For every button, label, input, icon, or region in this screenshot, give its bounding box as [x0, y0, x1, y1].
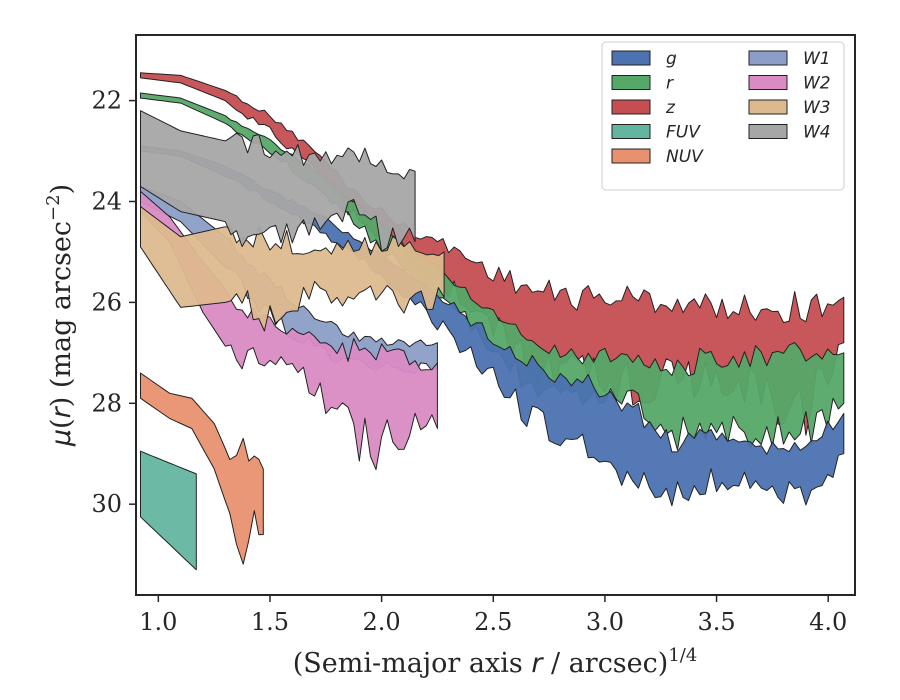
band-fuv	[140, 450, 197, 571]
plot-frame	[135, 34, 856, 596]
y-tick-label: 26	[91, 288, 122, 316]
legend-label-w3: W3	[803, 98, 831, 118]
legend-swatch-w1	[748, 50, 788, 66]
legend-label-w1: W1	[803, 49, 831, 69]
x-tick-label: 4.0	[809, 608, 847, 636]
band-w4	[140, 110, 416, 252]
x-tick-label: 2.5	[474, 608, 512, 636]
legend-label-w2: W2	[803, 74, 831, 94]
series-layer	[140, 72, 845, 571]
legend-swatch-z	[611, 99, 651, 115]
y-tick-label: 28	[91, 389, 122, 417]
legend: grz FUV NUV W1 W2 W3 W4	[601, 41, 845, 191]
y-tick-label: 24	[91, 187, 122, 215]
x-tick-label: 1.0	[139, 608, 177, 636]
legend-swatch-g	[611, 50, 651, 66]
band-w2	[140, 190, 438, 471]
legend-label-z: z	[665, 98, 676, 118]
x-tick-label: 3.0	[586, 608, 624, 636]
y-tick-label: 22	[91, 87, 122, 115]
band-nuv	[140, 372, 264, 565]
legend-swatch-w4	[748, 124, 788, 139]
legend-swatch-w3	[748, 99, 788, 115]
x-tick-label: 1.5	[251, 608, 289, 636]
x-tick-label: 3.5	[697, 608, 735, 636]
legend-label-nuv: NUV	[666, 147, 704, 167]
x-axis: 1.0 1.5 2.0 2.5 3.0 3.5 4.0	[139, 595, 847, 636]
legend-label-g: g	[666, 49, 677, 69]
legend-label-w4: W4	[803, 123, 831, 143]
legend-swatch-nuv	[611, 148, 651, 164]
x-axis-label: (Semi-major axis r / arcsec)1/4	[293, 645, 698, 679]
y-axis: 22 24 26 28 30	[91, 87, 136, 518]
legend-swatch-w2	[748, 75, 788, 90]
legend-label-r: r	[666, 74, 674, 94]
legend-swatch-fuv	[611, 124, 651, 139]
legend-swatch-r	[611, 75, 651, 90]
legend-label-fuv: FUV	[666, 123, 701, 143]
x-tick-label: 2.0	[363, 608, 401, 636]
y-axis-label: μ(r) (mag arcsec−2)	[43, 184, 77, 447]
y-tick-label: 30	[91, 490, 122, 518]
